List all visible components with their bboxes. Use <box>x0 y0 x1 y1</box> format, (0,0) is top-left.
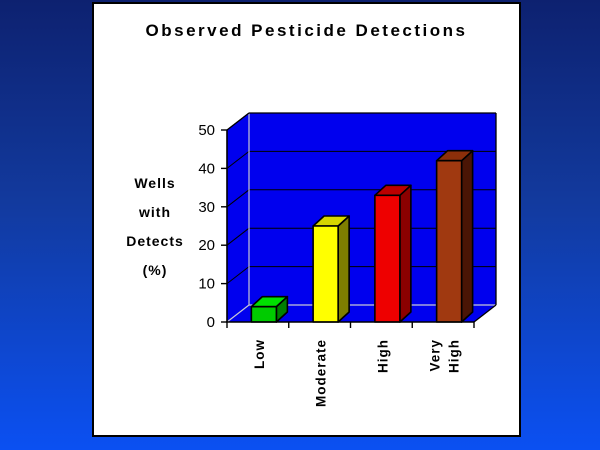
bar-yellow <box>312 225 339 323</box>
wall-top-left-edge <box>226 112 250 131</box>
bar-side-brown <box>460 149 474 323</box>
category-label: High <box>447 339 462 373</box>
bar-red <box>374 194 401 323</box>
y-axis-label-line: Detects <box>126 233 184 249</box>
category-label: High <box>375 339 390 373</box>
y-axis-label-line: Wells <box>134 175 176 191</box>
floor-left-edge <box>226 304 250 323</box>
y-tick-label: 20 <box>198 237 215 254</box>
y-tick-label: 50 <box>198 122 215 139</box>
category-label: Very <box>428 339 443 372</box>
left-wall <box>227 113 249 322</box>
y-tick-label: 10 <box>198 276 215 293</box>
chart-title: Observed Pesticide Detections <box>145 21 468 40</box>
y-axis-label-line: with <box>139 204 171 220</box>
y-tick-label: 40 <box>198 160 215 177</box>
category-label: Moderate <box>314 339 329 407</box>
bar-side-red <box>399 184 412 323</box>
y-axis-label-line: (%) <box>142 262 168 278</box>
floor <box>227 305 496 322</box>
y-axis-label: Wells with Detects (%) <box>105 169 205 285</box>
gridline-sidewall <box>226 227 250 246</box>
y-tick-label: 0 <box>207 314 215 331</box>
gridline-sidewall <box>226 151 250 169</box>
y-tick-label: 30 <box>198 199 215 216</box>
floor-right-edge <box>473 304 497 323</box>
gridline-sidewall <box>226 189 250 208</box>
bar-green <box>250 305 278 323</box>
category-label: Low <box>252 339 267 369</box>
gridline-sidewall <box>226 266 250 284</box>
bar-brown <box>435 159 463 323</box>
bar-side-yellow <box>337 215 350 323</box>
